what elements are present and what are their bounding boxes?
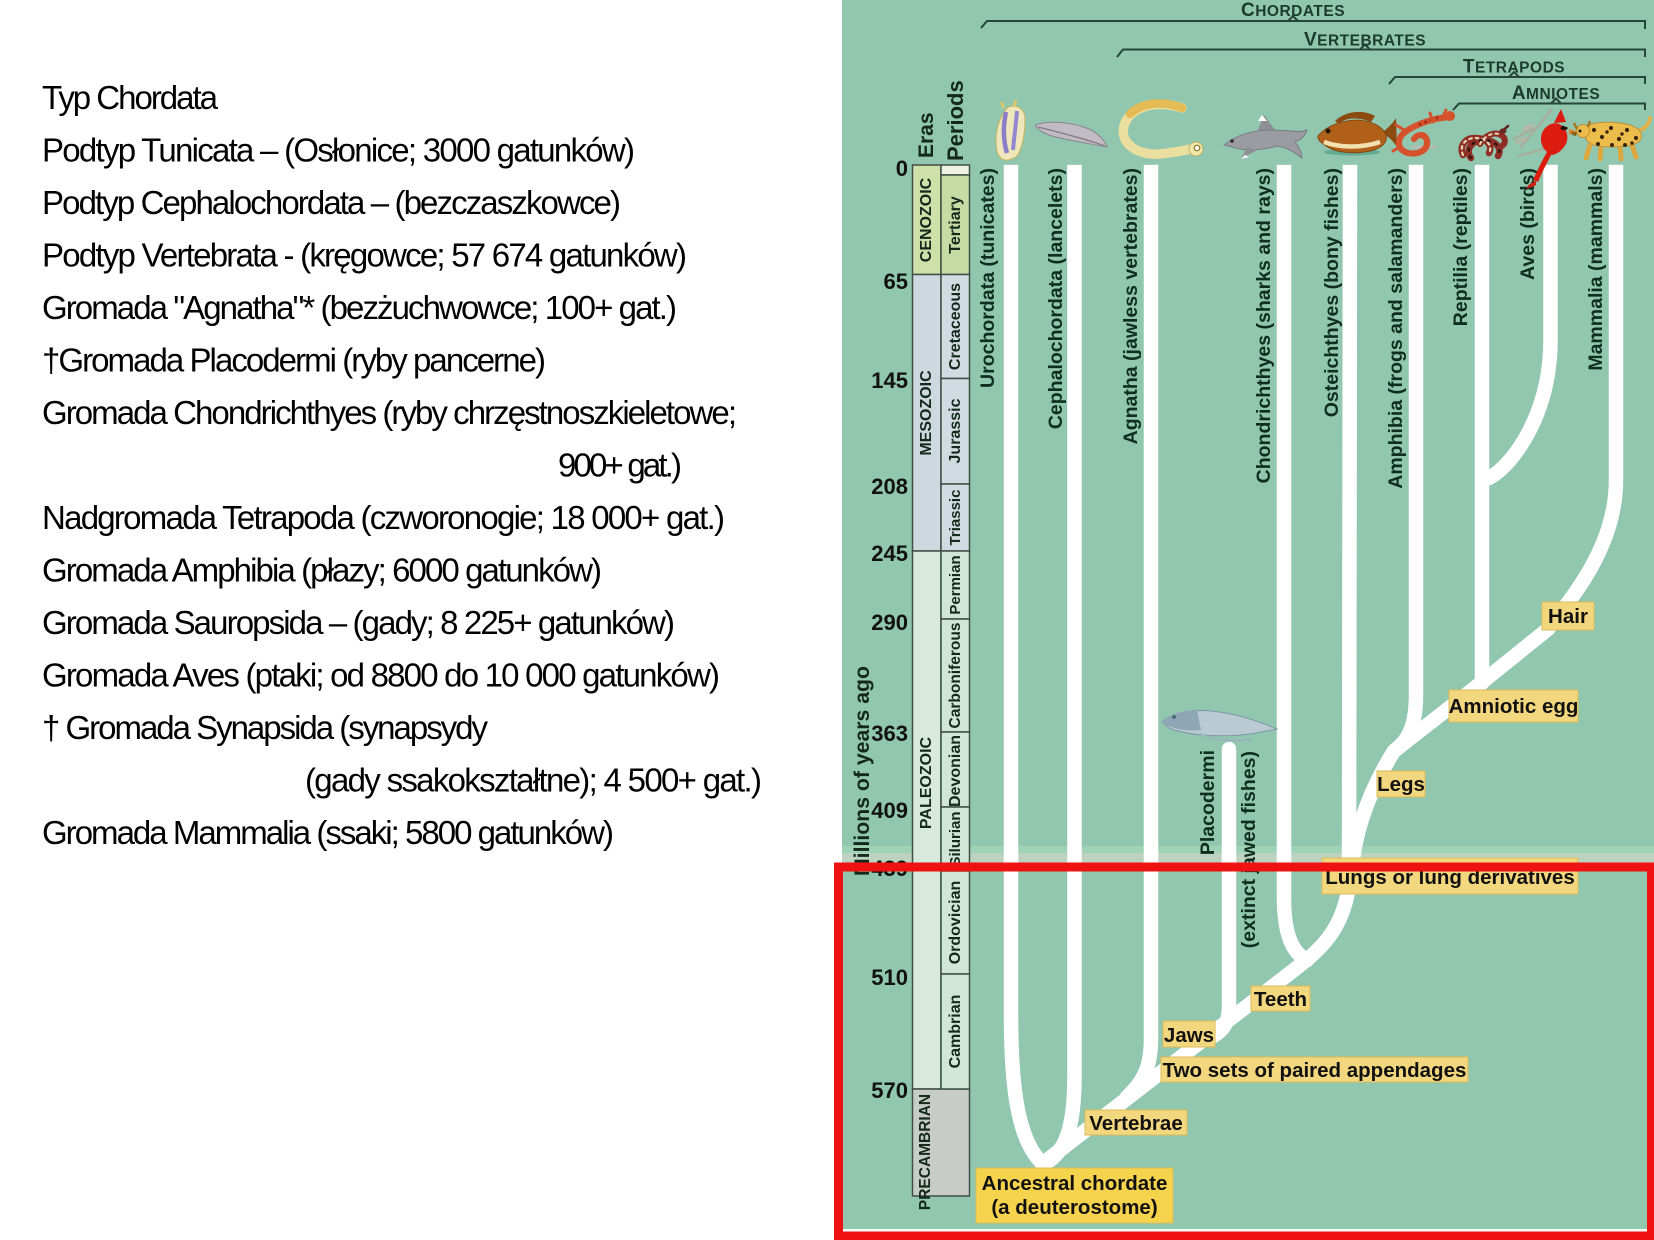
svg-text:Cephalochordata (lancelets): Cephalochordata (lancelets)	[1045, 168, 1067, 429]
svg-text:PRECAMBRIAN: PRECAMBRIAN	[917, 1094, 934, 1210]
svg-text:CHORDATES: CHORDATES	[1241, 0, 1345, 21]
svg-text:Amniotic egg: Amniotic egg	[1449, 695, 1579, 718]
svg-text:MESOZOIC: MESOZOIC	[918, 370, 935, 456]
svg-text:Jurassic: Jurassic	[947, 398, 964, 463]
svg-text:Mammalia (mammals): Mammalia (mammals)	[1585, 168, 1607, 371]
svg-text:Silurian: Silurian	[947, 811, 964, 866]
svg-text:510: 510	[871, 965, 908, 990]
svg-text:Amphibia (frogs and salamander: Amphibia (frogs and salamanders)	[1385, 168, 1407, 489]
svg-text:†Gromada Placodermi (ryby panc: †Gromada Placodermi (ryby pancerne)	[42, 342, 546, 379]
svg-text:Legs: Legs	[1377, 773, 1425, 796]
svg-text:VERTEBRATES: VERTEBRATES	[1304, 30, 1426, 51]
svg-text:Two sets of paired appendages: Two sets of paired appendages	[1163, 1059, 1467, 1082]
svg-text:Gromada Chondrichthyes (ryby c: Gromada Chondrichthyes (ryby chrzęstnosz…	[42, 394, 737, 431]
svg-text:Jaws: Jaws	[1164, 1024, 1214, 1047]
svg-text:Teeth: Teeth	[1254, 988, 1307, 1011]
svg-text:TETRAPODS: TETRAPODS	[1463, 57, 1565, 78]
svg-text:Placodermi: Placodermi	[1197, 750, 1219, 855]
svg-text:Lungs or lung derivatives: Lungs or lung derivatives	[1325, 866, 1574, 889]
svg-text:145: 145	[871, 368, 908, 393]
svg-text:AMNIOTES: AMNIOTES	[1512, 83, 1600, 104]
svg-text:Podtyp Vertebrata - (kręgowce;: Podtyp Vertebrata - (kręgowce; 57 674 ga…	[42, 237, 687, 274]
svg-text:65: 65	[884, 269, 908, 294]
svg-text:Ancestral chordate: Ancestral chordate	[982, 1172, 1168, 1195]
svg-text:Hair: Hair	[1548, 605, 1588, 628]
svg-text:Urochordata (tunicates): Urochordata (tunicates)	[977, 168, 999, 388]
svg-text:Gromada Amphibia (płazy; 6000: Gromada Amphibia (płazy; 6000 gatunków)	[42, 552, 602, 589]
svg-text:Carboniferous: Carboniferous	[947, 623, 964, 729]
svg-text:Osteichthyes (bony fishes): Osteichthyes (bony fishes)	[1321, 168, 1343, 417]
svg-text:Vertebrae: Vertebrae	[1089, 1112, 1182, 1135]
svg-text:Cretaceous: Cretaceous	[947, 283, 964, 370]
svg-text:(a deuterostome): (a deuterostome)	[991, 1196, 1157, 1219]
svg-text:Aves (birds): Aves (birds)	[1517, 168, 1539, 280]
svg-text:CENOZOIC: CENOZOIC	[918, 177, 935, 262]
svg-text:Nadgromada Tetrapoda (czworono: Nadgromada Tetrapoda (czworonogie; 18 00…	[42, 499, 725, 536]
svg-text:(gady ssakokształtne); 4 500+: (gady ssakokształtne); 4 500+ gat.)	[305, 762, 762, 799]
svg-text:900+ gat.): 900+ gat.)	[558, 447, 682, 484]
svg-text:Eras: Eras	[915, 112, 938, 158]
svg-text:245: 245	[871, 541, 908, 566]
svg-text:Millions of years ago: Millions of years ago	[851, 666, 874, 876]
svg-text:Podtyp Tunicata – (Osłonice; 3: Podtyp Tunicata – (Osłonice; 3000 gatunk…	[42, 132, 635, 169]
svg-text:Podtyp Cephalochordata – (bezc: Podtyp Cephalochordata – (bezczaszkowce)	[42, 184, 621, 221]
svg-text:409: 409	[871, 798, 908, 823]
svg-text:Permian: Permian	[947, 555, 964, 614]
svg-text:Tertiary: Tertiary	[947, 196, 964, 254]
svg-text:Cambrian: Cambrian	[947, 995, 964, 1069]
svg-text:Chondrichthyes (sharks and ray: Chondrichthyes (sharks and rays)	[1253, 168, 1275, 483]
svg-text:363: 363	[871, 721, 908, 746]
svg-text:Ordovician: Ordovician	[947, 881, 964, 965]
svg-text:Gromada Aves (ptaki; od 8800 d: Gromada Aves (ptaki; od 8800 do 10 000 g…	[42, 657, 720, 694]
svg-text:Devonian: Devonian	[947, 735, 964, 807]
svg-text:290: 290	[871, 610, 908, 635]
svg-text:Gromada Mammalia (ssaki; 5800: Gromada Mammalia (ssaki; 5800 gatunków)	[42, 814, 614, 851]
svg-text:Periods: Periods	[943, 80, 968, 161]
svg-text:† Gromada Synapsida (synapsydy: † Gromada Synapsida (synapsydy	[42, 709, 489, 746]
svg-text:0: 0	[896, 156, 908, 181]
svg-text:Reptilia (reptiles): Reptilia (reptiles)	[1450, 168, 1472, 326]
svg-text:Gromada Sauropsida – (gady; 8: Gromada Sauropsida – (gady; 8 225+ gatun…	[42, 604, 675, 641]
svg-text:570: 570	[871, 1078, 908, 1103]
svg-text:(extinct jawed fishes): (extinct jawed fishes)	[1238, 751, 1260, 948]
svg-text:PALEOZOIC: PALEOZOIC	[918, 736, 935, 829]
svg-text:Typ Chordata: Typ Chordata	[42, 79, 219, 116]
svg-text:Agnatha (jawless vertebrates): Agnatha (jawless vertebrates)	[1120, 168, 1142, 444]
svg-text:Gromada "Agnatha"* (bezżuchwow: Gromada "Agnatha"* (bezżuchwowce; 100+ g…	[42, 289, 677, 326]
svg-text:208: 208	[871, 474, 908, 499]
svg-text:Triassic: Triassic	[947, 490, 964, 546]
